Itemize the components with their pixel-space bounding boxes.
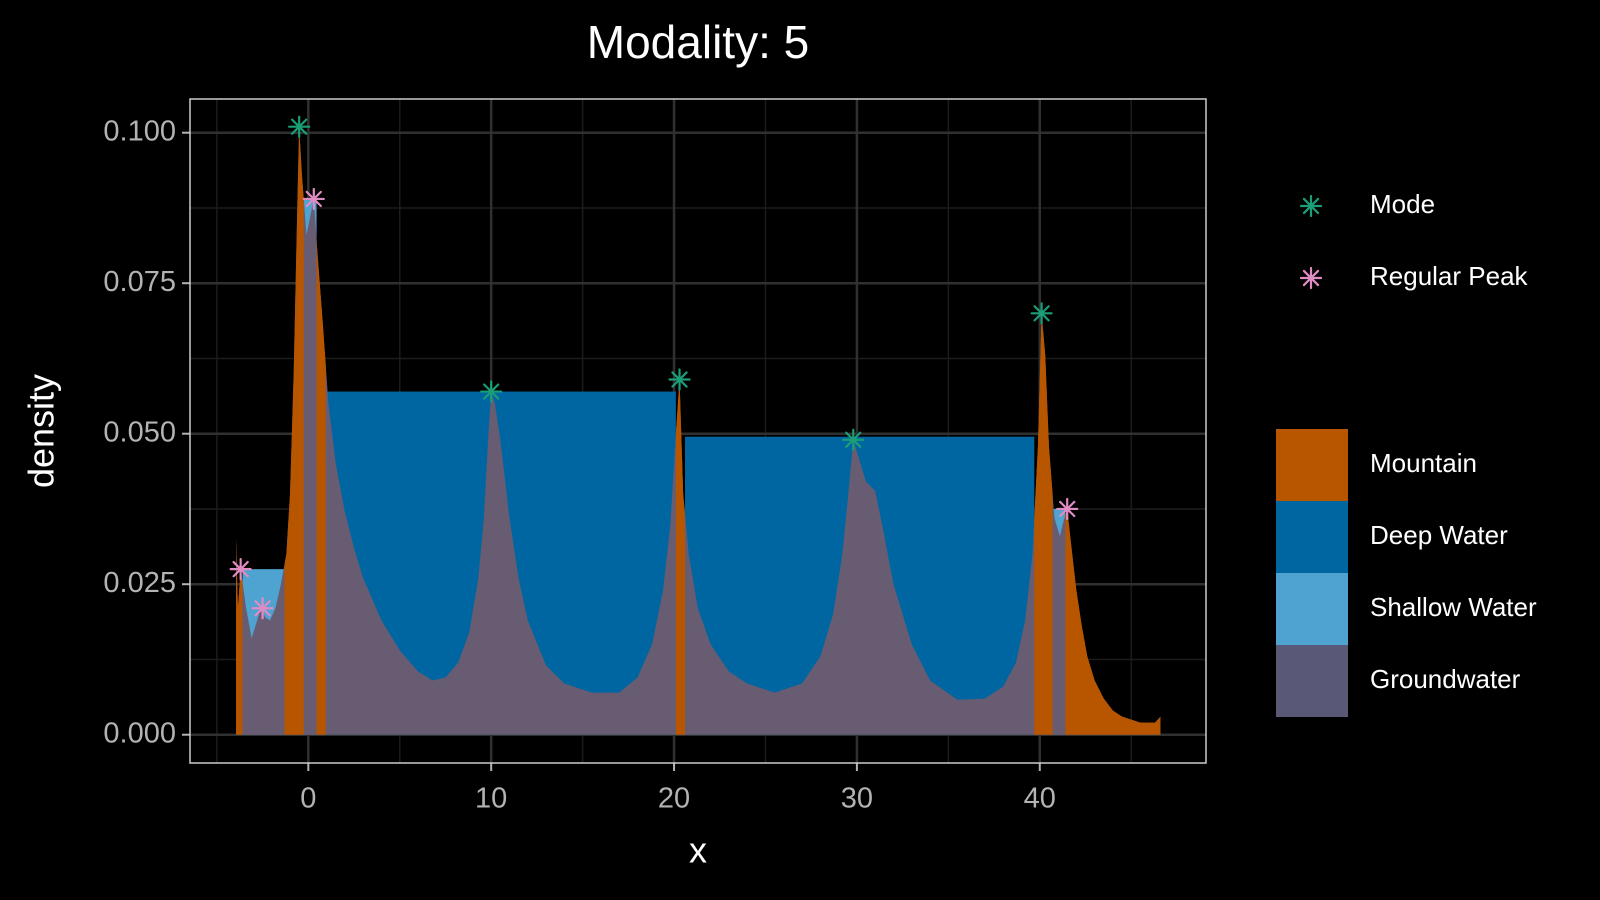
peak-point — [302, 187, 325, 211]
asterisk-stroke — [1033, 305, 1050, 322]
asterisk-stroke — [1302, 197, 1320, 215]
legend-swatch — [1276, 429, 1348, 501]
legend-symbol — [1299, 266, 1323, 290]
y-tick-label: 0.025 — [103, 567, 176, 599]
legend-label: Mountain — [1370, 448, 1477, 478]
peak-point — [480, 380, 503, 403]
asterisk-stroke — [254, 600, 271, 617]
mountain-region — [316, 239, 326, 735]
legend-swatch — [1276, 573, 1348, 645]
legend-swatch — [1276, 645, 1348, 717]
legend-label: Mode — [1370, 189, 1435, 219]
legend-label: Shallow Water — [1370, 592, 1537, 622]
asterisk-stroke — [845, 431, 862, 448]
x-tick-label: 30 — [841, 783, 873, 815]
x-tick-label: 10 — [475, 783, 507, 815]
legend-label: Groundwater — [1370, 664, 1521, 694]
asterisk-stroke — [483, 383, 500, 400]
mountain-region — [1065, 508, 1161, 735]
mountain-region — [236, 539, 243, 735]
y-tick-label: 0.050 — [103, 416, 176, 448]
chart-title: Modality: 5 — [587, 16, 809, 68]
asterisk-stroke — [1302, 269, 1320, 287]
mountain-region — [1034, 313, 1053, 735]
peak-point — [229, 558, 252, 581]
peak-point — [288, 115, 311, 138]
y-axis-label: density — [21, 374, 62, 488]
y-tick-label: 0.075 — [103, 266, 176, 298]
legend-symbol — [1299, 194, 1323, 218]
mountain-region — [675, 379, 686, 735]
peak-point — [842, 428, 865, 451]
asterisk-stroke — [232, 560, 249, 578]
plot-area — [190, 99, 1206, 763]
mountain-region — [284, 126, 304, 735]
x-axis-label: x — [689, 830, 707, 871]
x-tick-label: 20 — [658, 783, 690, 815]
asterisk-stroke — [1059, 500, 1076, 518]
peak-point — [251, 597, 274, 620]
y-tick-label: 0.000 — [103, 717, 176, 749]
x-tick-label: 40 — [1024, 783, 1056, 815]
legend-swatch — [1276, 501, 1348, 573]
peak-point — [668, 368, 691, 391]
y-tick-label: 0.100 — [103, 115, 176, 147]
asterisk-stroke — [291, 118, 308, 135]
asterisk-stroke — [305, 190, 322, 208]
peak-point — [1056, 497, 1079, 521]
asterisk-stroke — [671, 371, 688, 388]
legend-label: Deep Water — [1370, 520, 1508, 550]
peak-point — [1030, 302, 1053, 325]
panel-border — [189, 98, 1207, 764]
legend-label: Regular Peak — [1370, 261, 1529, 291]
x-tick-label: 0 — [300, 783, 316, 815]
